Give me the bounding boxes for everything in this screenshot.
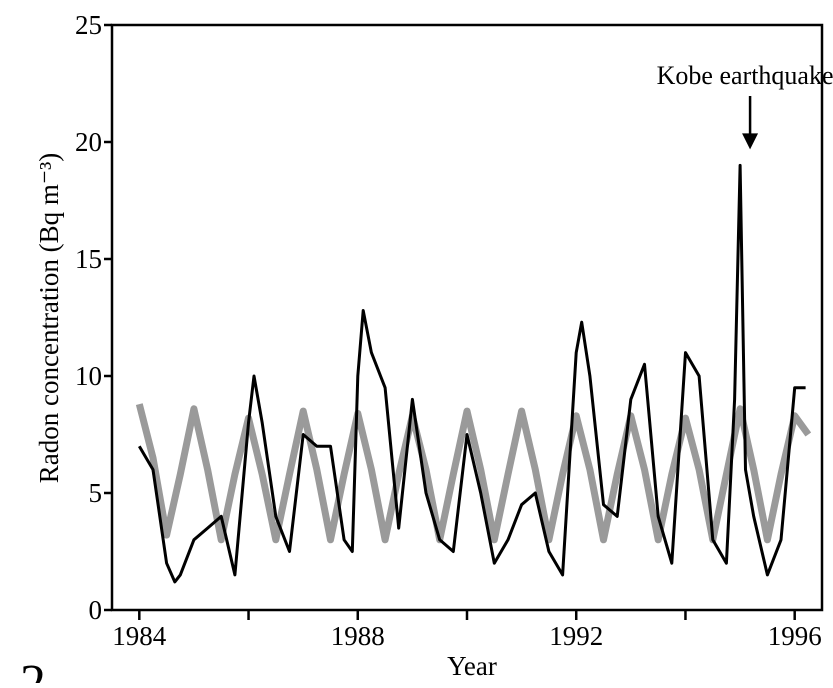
panel-label: 2 — [20, 655, 46, 683]
x-tick-label: 1992 — [549, 621, 603, 651]
x-tick-label: 1988 — [331, 621, 385, 651]
annotation-arrowhead — [742, 133, 759, 150]
x-axis-label: Year — [447, 651, 497, 681]
y-tick-label: 15 — [75, 244, 102, 274]
y-tick-label: 10 — [75, 361, 102, 391]
x-tick-label: 1984 — [112, 621, 167, 651]
annotation: Kobe earthquake — [657, 61, 833, 90]
data-line — [135, 403, 812, 544]
y-tick-label: 20 — [75, 127, 102, 157]
y-tick-label: 25 — [75, 10, 102, 40]
y-axis-label: Radon concentration (Bq m⁻³) — [34, 153, 64, 484]
x-tick-label: 1996 — [768, 621, 822, 651]
y-tick-label: 5 — [89, 478, 103, 508]
y-tick-label: 0 — [89, 595, 103, 625]
data-line — [138, 163, 806, 584]
